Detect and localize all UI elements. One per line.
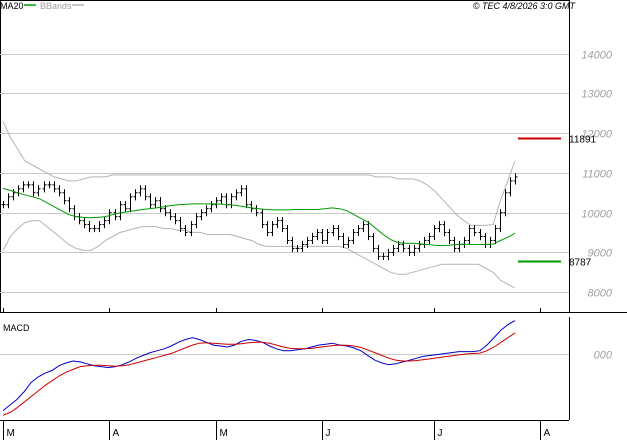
macd-panel: MACD 000 [0,317,613,421]
x-axis-label: J [326,428,331,439]
legend-ma20-label: MA20 [0,1,24,11]
x-axis-label: A [113,428,120,439]
price-y-tick-label: 12000 [581,129,612,141]
x-axis-label: J [438,428,443,439]
price-y-tick-label: 8000 [588,288,613,300]
macd-y-tick-label: 000 [594,350,613,362]
x-axis-label: M [220,428,228,439]
price-y-tick-label: 9000 [588,248,613,260]
macd-panel-title: MACD [3,323,30,333]
x-axis-label: M [7,428,15,439]
legend-bbands-label: BBands [40,1,72,11]
price-panel-frame [0,0,570,313]
price-panel: 8000 9000 10000 11000 12000 13000 14000 11891 87… [0,0,627,313]
x-axis-label: A [544,428,551,439]
macd-signal-line [2,332,516,416]
header: MA20 BBands © TEC 4/8/2026 3:0 GMT [0,1,576,11]
bbands-lower-line [2,220,516,289]
support-level-label: 8787 [569,258,592,269]
resistance-level-label: 11891 [569,135,597,146]
ma20-line [2,187,516,247]
macd-line [2,320,516,411]
bbands-upper-line [2,121,516,226]
copyright-text: © TEC 4/8/2026 3:0 GMT [473,1,577,11]
price-y-tick-label: 13000 [581,89,612,101]
price-y-tick-label: 14000 [581,50,612,62]
price-y-tick-label: 10000 [581,209,612,221]
price-y-tick-label: 11000 [582,169,613,181]
